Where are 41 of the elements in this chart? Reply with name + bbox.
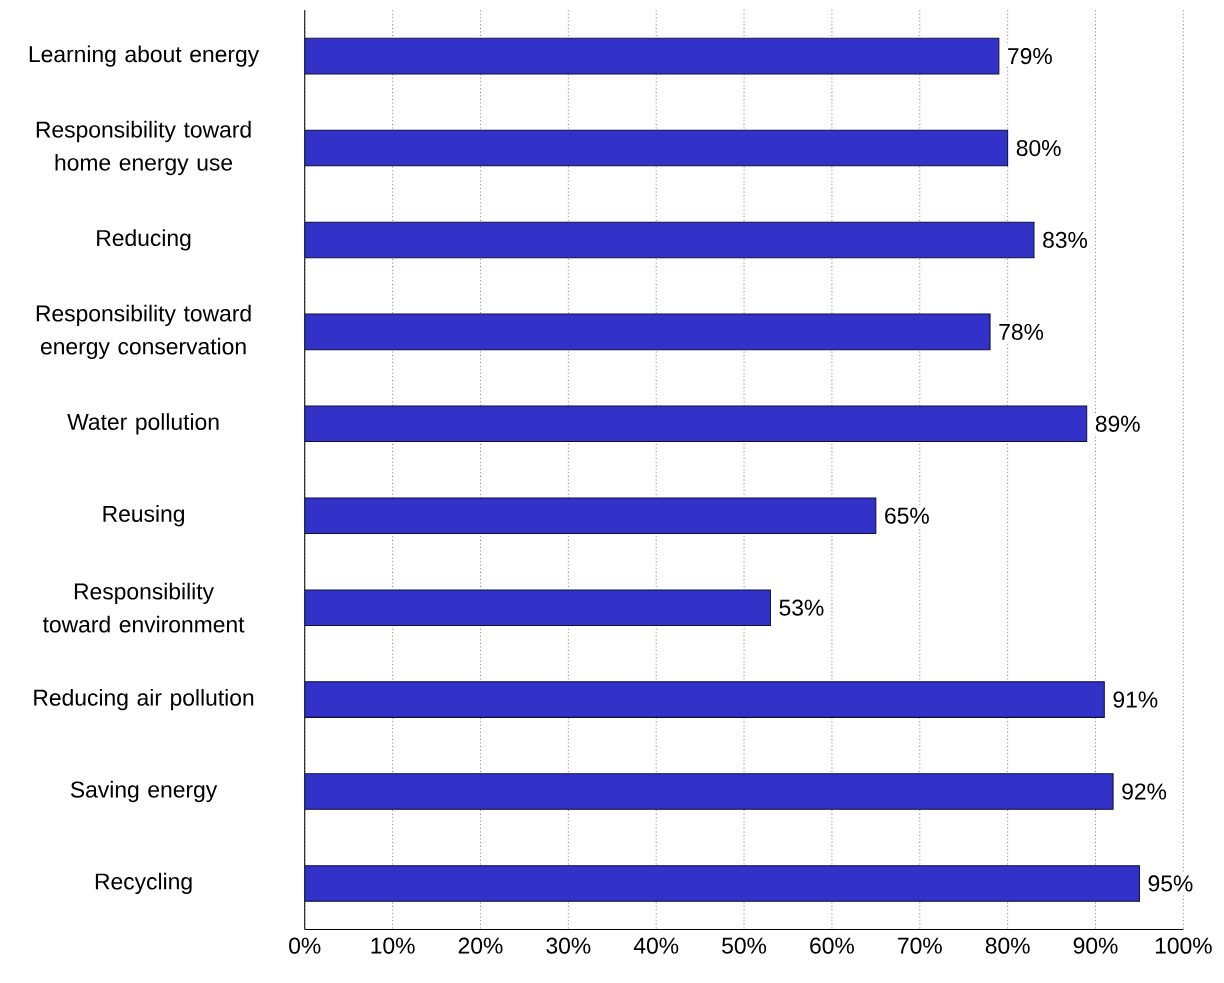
y-tick-label: Reducing air pollution xyxy=(34,689,254,711)
y-tick-label: Saving energy xyxy=(70,781,218,803)
x-tick-label: 40% xyxy=(633,937,679,954)
x-tick-label: 50% xyxy=(722,937,767,954)
data-label: 79% xyxy=(1008,48,1052,65)
bar xyxy=(304,773,1114,810)
bar xyxy=(304,405,1088,443)
bar xyxy=(304,313,991,351)
x-tick-label: 100% xyxy=(1155,937,1212,954)
bar xyxy=(304,221,1035,259)
bar xyxy=(304,865,1140,902)
data-label: 65% xyxy=(885,507,929,524)
data-label: 89% xyxy=(1095,415,1140,433)
data-label: 95% xyxy=(1148,875,1193,892)
bar xyxy=(304,497,877,535)
y-tick-label: Responsibility toward home energy use xyxy=(36,121,251,176)
bar xyxy=(304,129,1009,167)
x-tick-label: 20% xyxy=(458,937,503,954)
bar xyxy=(304,681,1105,719)
y-tick-label: Recycling xyxy=(95,872,192,895)
x-tick-label: 70% xyxy=(898,937,942,954)
bar xyxy=(304,589,771,627)
x-tick-label: 60% xyxy=(810,937,854,954)
y-tick-label: Responsibility toward environment xyxy=(42,582,245,633)
bar xyxy=(304,37,1000,75)
data-label: 78% xyxy=(999,323,1044,341)
x-tick-label: 80% xyxy=(985,937,1030,954)
x-tick-label: 0% xyxy=(289,937,321,954)
x-tick-label: 90% xyxy=(1073,937,1118,954)
data-label: 92% xyxy=(1122,783,1167,800)
y-tick-label: Water pollution xyxy=(67,413,219,435)
x-tick-label: 10% xyxy=(371,937,415,954)
y-tick-label: Learning about energy xyxy=(29,45,260,67)
y-tick-label: Reusing xyxy=(103,505,184,527)
y-tick-label: Responsibility toward energy conservation xyxy=(36,304,251,360)
data-label: 53% xyxy=(779,599,824,616)
data-label: 91% xyxy=(1113,691,1158,708)
x-tick-label: 30% xyxy=(546,937,591,954)
data-label: 80% xyxy=(1016,140,1061,157)
data-label: 83% xyxy=(1043,231,1088,249)
y-tick-label: Reducing xyxy=(97,229,191,251)
